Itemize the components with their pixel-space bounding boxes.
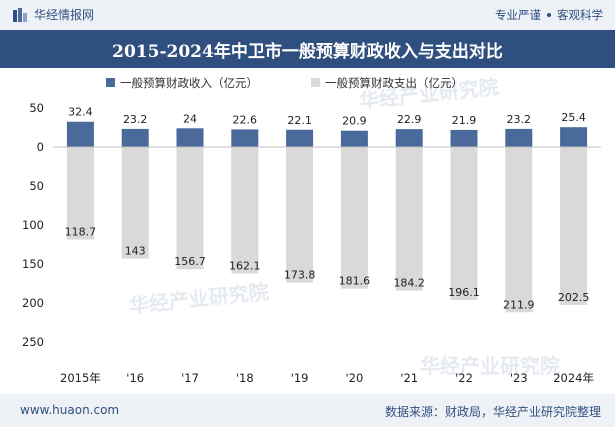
y-axis: 50 0 50 100 150 200 250 xyxy=(22,101,44,349)
expenditure-value-label: 211.9 xyxy=(503,298,535,311)
expenditure-bar xyxy=(505,147,533,313)
website-link[interactable]: www.huaon.com xyxy=(20,403,120,417)
expenditure-bar xyxy=(450,147,478,300)
top-band: 华经情报网 专业严谨 客观科学 xyxy=(0,0,615,30)
slogan: 专业严谨 客观科学 xyxy=(495,7,603,23)
expenditure-bar xyxy=(231,147,259,274)
expenditure-value-label: 162.1 xyxy=(229,259,261,272)
expenditure-value-label: 202.5 xyxy=(558,291,590,304)
expenditure-bars xyxy=(66,147,588,313)
income-value-label: 32.4 xyxy=(68,106,93,119)
income-bar xyxy=(560,127,588,147)
watermark-text: 华经产业研究院 xyxy=(420,354,560,378)
income-bar xyxy=(340,130,368,147)
income-value-label: 20.9 xyxy=(342,115,367,128)
income-value-label: 22.6 xyxy=(233,113,258,126)
income-bar xyxy=(231,129,259,147)
x-category-label: '22 xyxy=(455,371,473,385)
data-source: 数据来源：财政局，华经产业研究院整理 xyxy=(384,405,601,419)
income-bars xyxy=(66,121,588,147)
expenditure-value-label: 181.6 xyxy=(339,275,371,288)
income-bar xyxy=(121,128,149,147)
brand: 华经情报网 xyxy=(12,6,94,23)
income-bar xyxy=(286,129,314,147)
income-bar xyxy=(66,121,94,147)
legend-swatch-income xyxy=(106,78,115,87)
income-bar xyxy=(450,129,478,147)
chart-title: 2015-2024年中卫市一般预算财政收入与支出对比 xyxy=(112,41,503,62)
legend-label-expenditure: 一般预算财政支出（亿元） xyxy=(325,76,463,90)
expenditure-bar xyxy=(176,147,204,270)
watermark-text: 华经产业研究院 xyxy=(128,279,270,318)
x-category-label: '19 xyxy=(291,371,309,385)
expenditure-bar xyxy=(121,147,149,259)
expenditure-value-label: 173.8 xyxy=(284,269,316,282)
legend-swatch-expenditure xyxy=(311,78,320,87)
separator-dot-icon xyxy=(547,13,551,17)
expenditure-bar xyxy=(395,147,423,291)
x-category-label: '23 xyxy=(510,371,528,385)
x-axis: 2015年 '16 '17 '18 '19 '20 '21 '22 '23 2024年 xyxy=(53,146,601,385)
y-tick-label: 100 xyxy=(22,218,44,232)
slogan-1: 专业严谨 xyxy=(495,8,541,22)
huajing-logo-icon xyxy=(13,7,27,22)
income-value-label: 21.9 xyxy=(452,114,477,127)
y-tick-label: 0 xyxy=(37,140,44,154)
income-value-label: 24 xyxy=(183,112,197,125)
footer-band: www.huaon.com 数据来源：财政局，华经产业研究院整理 xyxy=(0,394,615,427)
x-category-label: 2015年 xyxy=(60,371,101,385)
y-tick-label: 150 xyxy=(22,257,44,271)
income-bar xyxy=(505,128,533,147)
legend-label-income: 一般预算财政收入（亿元） xyxy=(120,76,258,90)
x-category-label: '18 xyxy=(236,371,254,385)
expenditure-bar xyxy=(560,147,588,305)
income-value-label: 22.1 xyxy=(287,114,312,127)
x-category-label: 2024年 xyxy=(553,371,594,385)
brand-name: 华经情报网 xyxy=(34,8,95,22)
y-tick-label: 200 xyxy=(22,296,44,310)
income-value-label: 23.2 xyxy=(507,113,532,126)
chart-area: 华经产业研究院 华经产业研究院 华经产业研究院 一般预算财政收入（亿元） 一般预… xyxy=(22,74,601,385)
data-labels: 32.4 118.7 23.2 143 24 156.7 22.6 162.1 22.1 173.… xyxy=(65,106,590,312)
income-value-label: 22.9 xyxy=(397,113,422,126)
income-value-label: 25.4 xyxy=(561,111,586,124)
x-category-label: '21 xyxy=(400,371,418,385)
income-bar xyxy=(176,128,204,147)
y-tick-label: 50 xyxy=(29,101,44,115)
expenditure-value-label: 156.7 xyxy=(174,255,206,268)
y-tick-label: 250 xyxy=(22,335,44,349)
x-category-label: '16 xyxy=(126,371,144,385)
expenditure-value-label: 196.1 xyxy=(448,286,480,299)
income-value-label: 23.2 xyxy=(123,113,148,126)
expenditure-bar xyxy=(66,147,94,240)
y-tick-label: 50 xyxy=(29,179,44,193)
expenditure-value-label: 184.2 xyxy=(393,277,425,290)
expenditure-value-label: 143 xyxy=(125,245,146,258)
title-band: 2015-2024年中卫市一般预算财政收入与支出对比 xyxy=(0,30,615,68)
x-category-label: '17 xyxy=(181,371,199,385)
income-bar xyxy=(395,129,423,147)
expenditure-bar xyxy=(286,147,314,283)
x-category-label: '20 xyxy=(346,371,364,385)
expenditure-bar xyxy=(340,147,368,289)
expenditure-value-label: 118.7 xyxy=(65,226,97,239)
legend: 一般预算财政收入（亿元） 一般预算财政支出（亿元） xyxy=(106,76,463,90)
slogan-2: 客观科学 xyxy=(557,8,603,22)
